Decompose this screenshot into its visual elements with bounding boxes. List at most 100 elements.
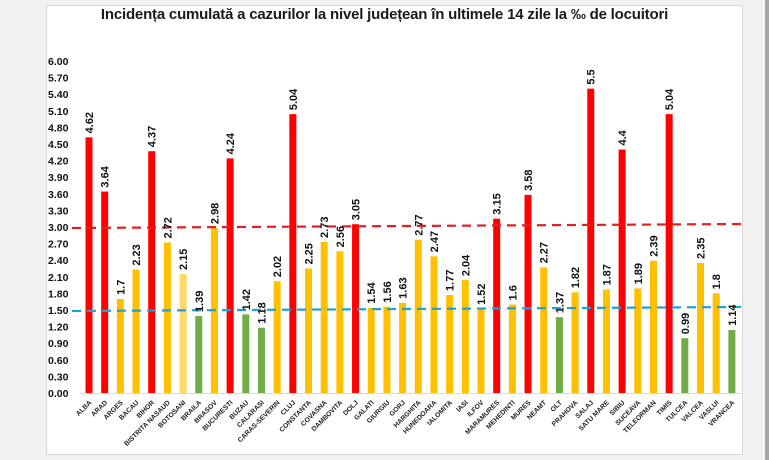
bar-value-label: 2.56 [335, 226, 347, 247]
y-tick-label: 4.50 [48, 139, 69, 151]
bar [320, 241, 328, 393]
bar [555, 317, 563, 393]
bar [587, 88, 595, 394]
bar-value-label: 5.5 [586, 69, 598, 84]
bar [163, 242, 171, 393]
bar-value-label: 4.62 [84, 112, 96, 133]
bar-value-label: 2.27 [539, 242, 551, 263]
y-tick-label: 3.60 [48, 189, 69, 201]
y-tick-label: 0.90 [48, 338, 69, 350]
bar [289, 114, 297, 394]
bar-value-label: 2.23 [131, 244, 143, 265]
bar-value-label: 1.37 [554, 292, 566, 313]
value-labels: 4.62 3.64 1.7 2.23 4.37 2.72 2.15 1.39 2.98 4.24 1… [84, 69, 739, 334]
bar [665, 114, 673, 394]
y-tick-label: 2.40 [48, 255, 69, 267]
bar [697, 262, 705, 393]
bar [226, 158, 234, 393]
bar-value-label: 2.98 [209, 203, 221, 224]
bar-value-label: 1.82 [570, 267, 582, 288]
bar [116, 298, 124, 393]
chart-frame [46, 5, 743, 455]
y-tick-label: 6.00 [48, 56, 69, 68]
y-tick-label: 0.00 [48, 388, 69, 400]
bar [477, 308, 485, 393]
bar-value-label: 4.4 [617, 129, 629, 145]
bar-value-label: 1.89 [633, 263, 645, 284]
bar-value-label: 3.05 [351, 199, 363, 220]
bar-value-label: 2.72 [162, 217, 174, 238]
bar-value-label: 2.39 [648, 235, 660, 256]
bar-value-label: 1.18 [256, 302, 268, 323]
bar-value-label: 3.15 [492, 193, 504, 214]
bar [179, 274, 187, 393]
y-tick-label: 3.00 [48, 222, 69, 234]
y-tick-label: 2.70 [48, 239, 69, 251]
bar-value-label: 1.42 [241, 289, 253, 310]
bar [85, 137, 93, 393]
bar-value-label: 4.37 [147, 126, 159, 147]
bar [148, 151, 156, 393]
bar-value-label: 1.54 [366, 281, 378, 303]
bar-value-label: 2.15 [178, 249, 190, 270]
bar-value-label: 1.7 [115, 280, 127, 295]
bar [132, 269, 140, 393]
bar [712, 293, 720, 393]
bar [273, 281, 281, 393]
bar-value-label: 3.64 [100, 165, 112, 187]
y-tick-label: 5.70 [48, 73, 69, 85]
bar [414, 239, 422, 393]
bar [618, 149, 626, 393]
bar-value-label: 2.02 [272, 256, 284, 277]
y-tick-label: 3.30 [48, 205, 69, 217]
reference-lines [71, 222, 743, 313]
y-tick-label: 3.90 [48, 172, 69, 184]
bar-value-label: 1.87 [601, 264, 613, 285]
bar [257, 327, 265, 393]
bar-value-label: 2.04 [460, 254, 472, 276]
bar [634, 288, 642, 393]
bar [461, 280, 469, 393]
y-tick-label: 0.60 [48, 355, 69, 367]
bar [430, 256, 438, 393]
bar [508, 304, 516, 393]
bar-value-label: 1.39 [194, 291, 206, 312]
bar-value-label: 0.99 [680, 313, 692, 334]
y-tick-label: 1.20 [48, 322, 69, 334]
bar [101, 191, 109, 393]
bar-value-label: 5.04 [288, 88, 300, 110]
reference-line-3 [71, 222, 743, 230]
bar [728, 329, 736, 393]
bar [540, 267, 548, 393]
y-tick-label: 1.50 [48, 305, 69, 317]
y-axis: 0.00 0.30 0.60 0.90 1.20 1.50 1.80 2.10 2.40 2.70… [48, 56, 69, 400]
y-tick-label: 4.80 [48, 122, 69, 134]
bar-value-label: 2.47 [429, 231, 441, 252]
bar-value-label: 1.63 [398, 277, 410, 298]
chart-title: Incidența cumulată a cazurilor la nivel … [100, 6, 669, 23]
bar [571, 292, 579, 393]
bar-value-label: 1.77 [445, 270, 457, 291]
bar-value-label: 1.6 [507, 285, 519, 300]
bar-value-label: 2.77 [413, 214, 425, 235]
bar [681, 338, 689, 393]
reference-line-1.5 [71, 305, 743, 313]
bar [242, 314, 250, 393]
y-tick-label: 1.80 [48, 288, 69, 300]
bars [85, 88, 736, 394]
window-scrollbar[interactable] [765, 0, 769, 460]
bar [336, 251, 344, 393]
bar [524, 194, 532, 393]
bar-value-label: 4.24 [225, 132, 237, 154]
y-tick-label: 4.20 [48, 156, 69, 168]
bar-value-label: 1.14 [727, 304, 739, 326]
bar-value-label: 2.25 [304, 243, 316, 264]
y-tick-label: 0.30 [48, 371, 69, 383]
bar-value-label: 1.52 [476, 283, 488, 304]
bar-value-label: 5.04 [664, 88, 676, 110]
bar [383, 306, 391, 393]
bar-value-label: 1.8 [711, 274, 723, 289]
bar [305, 268, 313, 393]
